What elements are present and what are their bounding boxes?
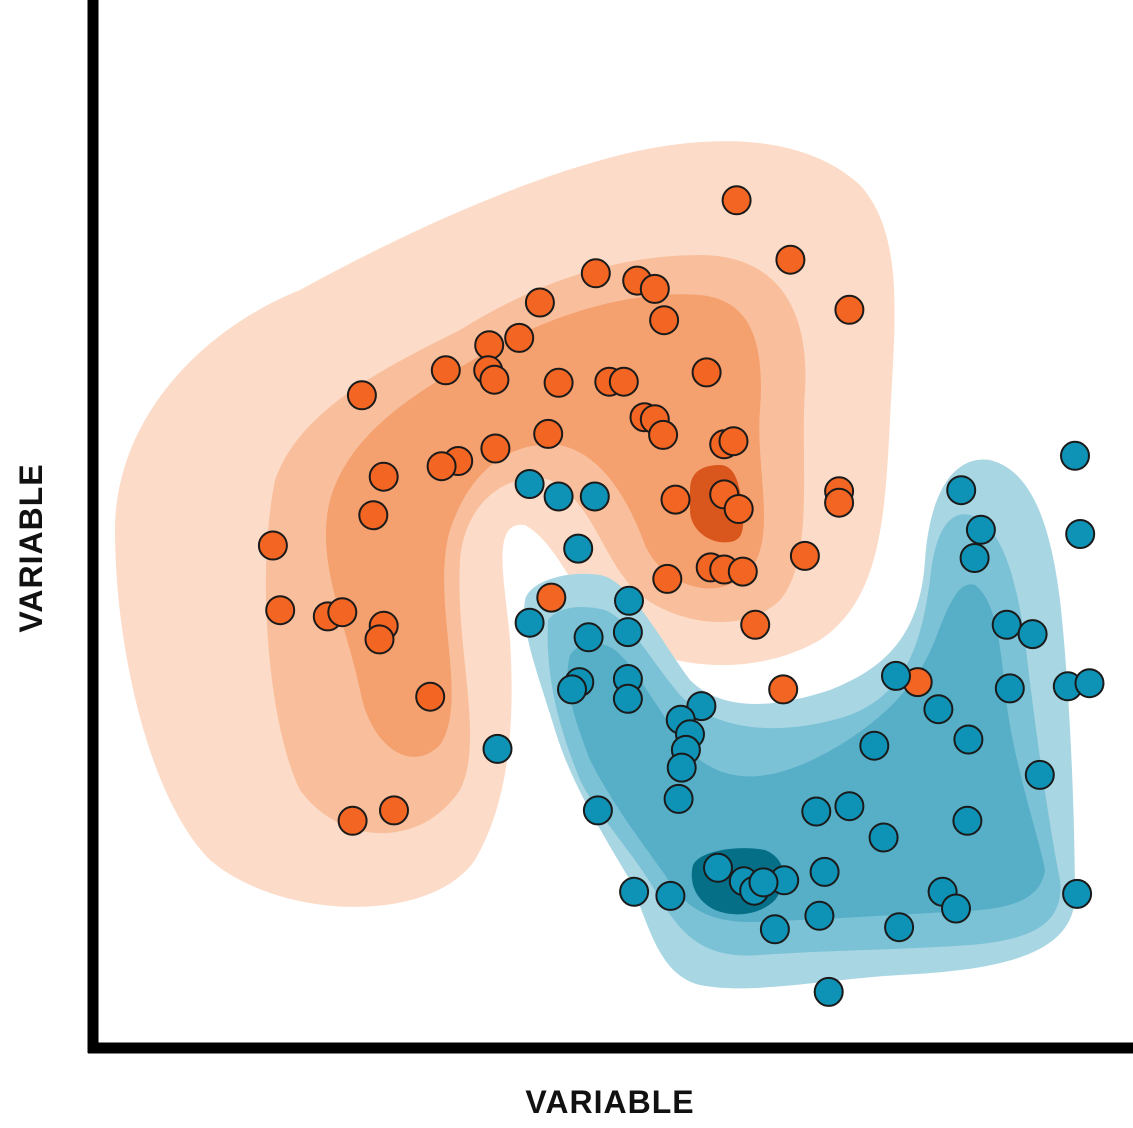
orange-data-point [639, 273, 670, 304]
blue-data-point [619, 876, 650, 907]
blue-series [482, 440, 1105, 1007]
blue-data-point [946, 475, 977, 506]
orange-data-point [608, 366, 639, 397]
orange-data-point [265, 595, 296, 626]
blue-data-point [482, 733, 513, 764]
blue-data-point [514, 469, 545, 499]
orange-data-point [723, 494, 754, 524]
blue-data-point [959, 543, 990, 573]
orange-data-point [430, 355, 461, 386]
blue-data-point [686, 691, 717, 722]
blue-data-point [804, 900, 835, 931]
orange-data-point [364, 624, 395, 655]
x-axis-title: VARIABLE [525, 1084, 694, 1120]
orange-data-point [543, 367, 574, 398]
blue-data-point [1017, 619, 1048, 650]
orange-data-point [727, 556, 758, 587]
orange-data-point [327, 597, 358, 628]
orange-data-point [536, 582, 567, 613]
blue-data-point [881, 660, 911, 691]
blue-data-point [614, 585, 644, 616]
blue-data-point [994, 673, 1025, 704]
orange-data-point [660, 484, 691, 515]
orange-data-point [479, 364, 510, 395]
orange-data-point [649, 305, 680, 336]
orange-data-point [379, 795, 409, 826]
orange-series [257, 185, 933, 836]
orange-data-point [740, 609, 771, 640]
orange-data-point [789, 540, 820, 571]
orange-data-point [474, 330, 505, 361]
orange-data-point [718, 426, 749, 457]
blue-data-point [1024, 759, 1055, 790]
orange-data-point [533, 418, 564, 449]
blue-data-point [543, 481, 574, 512]
blue-data-point [859, 730, 890, 761]
blue-data-point [868, 822, 899, 853]
blue-density [524, 459, 1075, 989]
blue-data-point [1060, 440, 1090, 471]
blue-data-point [759, 914, 790, 945]
blue-data-point [1074, 668, 1105, 699]
orange-data-point [415, 681, 446, 712]
blue-data-point [573, 622, 604, 653]
blue-data-point [663, 783, 694, 814]
orange-data-point [775, 244, 806, 275]
blue-data-point [809, 856, 840, 887]
data-points [257, 185, 1105, 1007]
orange-data-point [368, 461, 399, 492]
orange-data-point [652, 563, 683, 594]
blue-data-point [813, 976, 844, 1007]
orange-data-point [648, 419, 679, 450]
blue-data-point [563, 533, 594, 564]
orange-density [115, 141, 895, 907]
blue-data-point [884, 912, 915, 943]
blue-data-point [703, 852, 733, 883]
orange-data-point [346, 380, 377, 411]
blue-data-point [579, 481, 610, 512]
orange-data-point [358, 500, 389, 531]
orange-data-point [768, 674, 799, 705]
blue-data-point [557, 674, 587, 705]
orange-data-point [824, 487, 855, 518]
blue-data-point [582, 795, 613, 826]
blue-density-level-3 [567, 584, 1045, 922]
blue-data-point [801, 796, 832, 827]
blue-data-point [941, 893, 971, 924]
orange-data-point [834, 294, 865, 325]
blue-data-point [612, 617, 643, 648]
blue-data-point [748, 867, 779, 898]
blue-data-point [965, 514, 996, 545]
blue-data-point [834, 791, 865, 822]
blue-data-point [953, 724, 984, 755]
blue-data-point [1065, 519, 1096, 549]
orange-data-point [524, 287, 555, 318]
orange-data-point [337, 805, 368, 836]
orange-data-point [480, 433, 511, 464]
blue-data-point [923, 694, 954, 725]
orange-data-point [257, 530, 288, 561]
y-axis-title: VARIABLE [13, 463, 49, 632]
orange-data-point [504, 322, 535, 353]
blue-data-point [1062, 878, 1093, 909]
orange-data-point [721, 185, 752, 216]
orange-data-point [691, 357, 722, 388]
blue-data-point [612, 683, 643, 714]
orange-data-point [580, 258, 611, 289]
blue-data-point [655, 880, 686, 911]
blue-data-point [666, 752, 697, 783]
orange-data-point [426, 451, 457, 482]
blue-data-point [952, 805, 983, 836]
blue-data-point [991, 609, 1022, 640]
blue-data-point [514, 607, 545, 638]
